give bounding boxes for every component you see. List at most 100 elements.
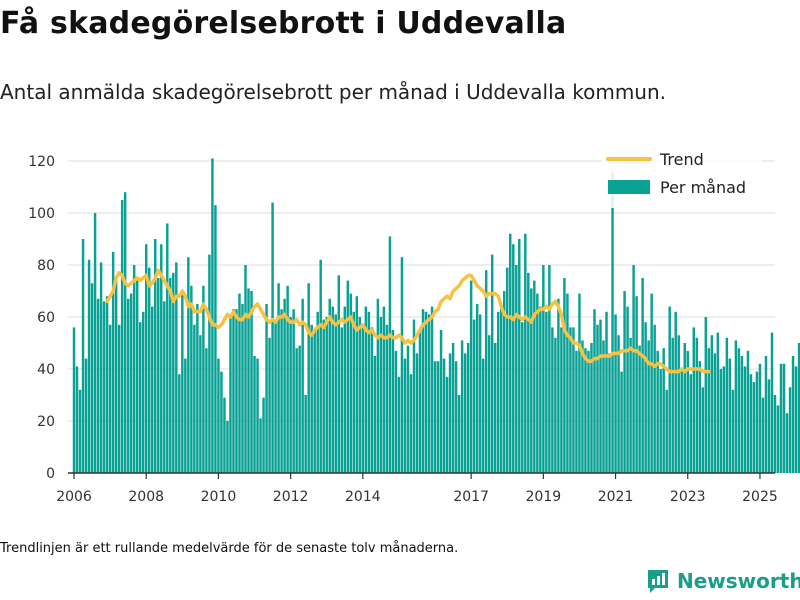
bar xyxy=(677,335,680,473)
bar xyxy=(181,291,184,473)
x-tick-label: 2010 xyxy=(201,489,237,505)
bar xyxy=(487,335,491,473)
bar xyxy=(111,252,115,473)
bar xyxy=(102,301,106,473)
bar xyxy=(448,353,452,473)
bar xyxy=(584,348,587,473)
bar xyxy=(638,345,641,473)
bar xyxy=(752,382,756,473)
bar xyxy=(590,343,593,473)
bar xyxy=(761,397,765,473)
bar xyxy=(84,358,88,473)
bar xyxy=(241,304,244,473)
bar xyxy=(190,285,193,473)
bar xyxy=(406,345,410,473)
bar xyxy=(256,358,259,473)
bar xyxy=(129,293,133,473)
bar xyxy=(178,374,181,473)
bar xyxy=(548,265,551,473)
bar xyxy=(457,395,461,473)
bar xyxy=(557,298,560,473)
footnote: Trendlinjen är ett rullande medelvärde f… xyxy=(0,541,459,556)
bar xyxy=(373,356,377,473)
x-tick-label: 2006 xyxy=(56,489,92,505)
legend-bar-label: Per månad xyxy=(660,178,746,197)
bar xyxy=(87,259,91,473)
bar xyxy=(262,397,265,473)
x-tick-label: 2017 xyxy=(453,489,489,505)
bar xyxy=(545,311,548,473)
bar xyxy=(370,327,374,473)
legend-trend-label: Trend xyxy=(659,150,704,169)
y-tick-label: 20 xyxy=(37,414,55,430)
bar xyxy=(108,324,112,473)
bar xyxy=(472,319,476,473)
bar xyxy=(469,280,473,473)
bar xyxy=(593,309,596,473)
bar xyxy=(400,257,404,473)
bar xyxy=(475,304,479,473)
bar xyxy=(409,374,413,473)
x-tick-label: 2025 xyxy=(742,489,778,505)
bar xyxy=(542,265,545,473)
x-tick-label: 2012 xyxy=(273,489,309,505)
bar xyxy=(701,387,705,473)
bar xyxy=(418,330,422,473)
bar xyxy=(623,291,626,473)
bar xyxy=(527,272,530,473)
bar xyxy=(710,335,714,473)
bar xyxy=(659,369,662,473)
chart-title: Få skadegörelsebrott i Uddevalla xyxy=(0,6,567,41)
bar xyxy=(147,267,151,473)
y-tick-label: 0 xyxy=(46,466,55,482)
bar xyxy=(770,332,774,473)
bar xyxy=(96,298,100,473)
bar xyxy=(292,309,295,473)
bar xyxy=(78,389,82,473)
bar xyxy=(791,356,795,473)
bar xyxy=(283,298,286,473)
bar-chart-logo-icon xyxy=(648,570,668,593)
x-tick-label: 2019 xyxy=(526,489,562,505)
bar xyxy=(460,340,464,473)
bar xyxy=(493,343,497,473)
bar xyxy=(244,265,247,473)
bar xyxy=(280,309,283,473)
bar xyxy=(674,311,677,473)
y-tick-label: 40 xyxy=(37,362,55,378)
bar xyxy=(355,296,359,473)
bar xyxy=(662,348,665,473)
bar xyxy=(689,374,692,473)
bar xyxy=(352,311,356,473)
bar xyxy=(361,324,365,473)
bar xyxy=(524,233,527,473)
bar xyxy=(635,296,638,473)
bar xyxy=(391,330,395,473)
bar xyxy=(349,293,353,473)
x-tick-label: 2023 xyxy=(670,489,706,505)
bar xyxy=(81,239,85,473)
bar xyxy=(163,301,166,473)
x-tick-label: 2021 xyxy=(598,489,634,505)
y-tick-label: 100 xyxy=(28,206,55,222)
bar xyxy=(193,324,196,473)
bar xyxy=(247,288,250,473)
bar xyxy=(403,358,407,473)
axes: 0 20 40 60 80 100 120 2006 2008 2010 2012 2014 2017 2… xyxy=(28,154,778,505)
bar xyxy=(202,285,205,473)
bar xyxy=(120,200,124,473)
bar xyxy=(319,259,322,473)
bar xyxy=(135,280,139,473)
bar xyxy=(734,340,738,473)
bar xyxy=(533,280,536,473)
bar xyxy=(382,306,386,473)
bar xyxy=(322,319,325,473)
bar xyxy=(578,293,581,473)
bar xyxy=(611,171,614,473)
bar xyxy=(394,350,398,473)
bar xyxy=(151,306,154,473)
y-tick-label: 60 xyxy=(37,310,55,326)
bar xyxy=(484,270,488,473)
bar xyxy=(138,322,142,473)
bar xyxy=(238,293,241,473)
